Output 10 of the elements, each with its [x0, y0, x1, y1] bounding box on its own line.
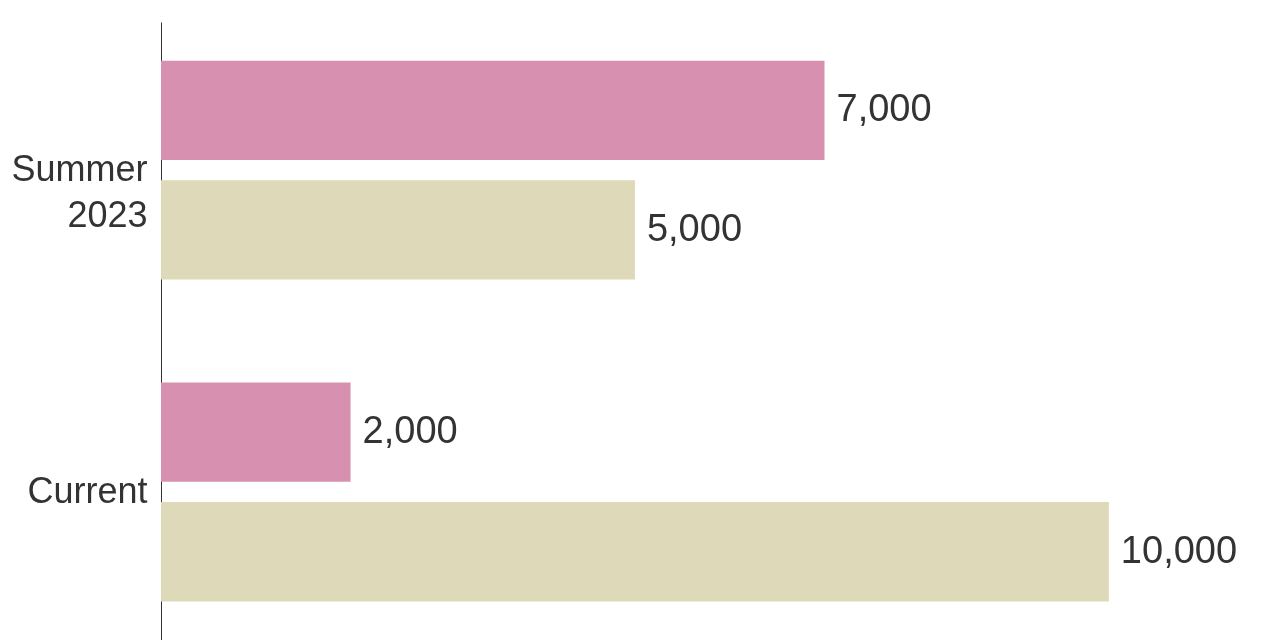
bar — [161, 60, 825, 160]
data-label: 5,000 — [646, 206, 743, 249]
bar — [161, 502, 1109, 602]
bar — [161, 382, 351, 482]
data-label: 2,000 — [362, 409, 458, 452]
bar — [161, 180, 635, 280]
y-tick-label: Summer 2023 — [11, 148, 148, 236]
y-tick-label: Current — [27, 469, 148, 511]
data-label: 10,000 — [1120, 528, 1238, 571]
data-label: 7,000 — [836, 87, 932, 130]
